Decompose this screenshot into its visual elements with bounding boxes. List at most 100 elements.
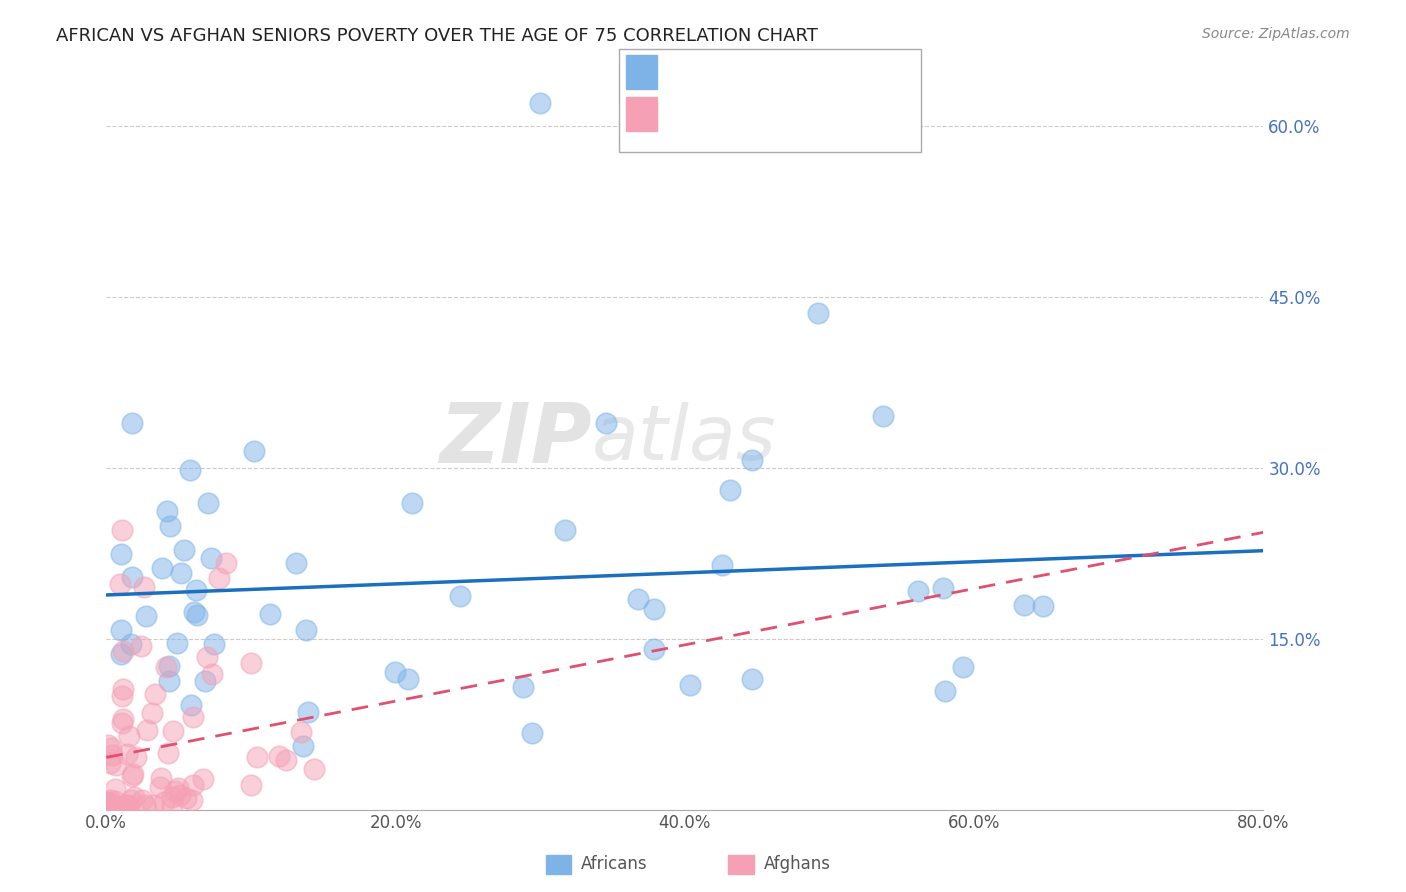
Point xyxy=(110,647,132,661)
Point xyxy=(110,576,132,591)
Point xyxy=(193,772,215,786)
Point xyxy=(180,698,202,712)
Point xyxy=(149,780,172,794)
Text: Afghans: Afghans xyxy=(763,855,831,873)
Point xyxy=(449,589,471,603)
Point xyxy=(122,790,145,805)
Text: ZIP: ZIP xyxy=(440,399,592,480)
Point xyxy=(520,726,543,740)
Point xyxy=(111,644,134,658)
Point xyxy=(114,798,136,813)
Point xyxy=(149,771,172,785)
Point xyxy=(160,798,183,813)
Point xyxy=(96,798,118,813)
Point xyxy=(1012,598,1035,612)
Point xyxy=(186,583,208,598)
Point xyxy=(554,523,576,537)
Point xyxy=(627,592,650,607)
Point xyxy=(160,790,183,805)
Point xyxy=(181,778,204,792)
Point xyxy=(111,682,134,697)
Point xyxy=(1032,599,1054,613)
Point xyxy=(201,666,224,681)
Point xyxy=(180,793,202,807)
Point xyxy=(104,794,127,808)
Point xyxy=(710,558,733,573)
Point xyxy=(136,723,159,738)
Point xyxy=(741,453,763,467)
Point xyxy=(194,673,217,688)
Point xyxy=(242,444,264,458)
Point xyxy=(120,637,142,651)
Point xyxy=(156,504,179,518)
Point xyxy=(141,706,163,721)
Point xyxy=(186,607,208,622)
Point xyxy=(110,547,132,561)
Point xyxy=(718,483,741,498)
Point xyxy=(934,684,956,698)
Point xyxy=(167,780,190,795)
Point xyxy=(159,519,181,533)
Point xyxy=(166,636,188,650)
Point xyxy=(129,639,152,653)
Point xyxy=(285,556,308,570)
Point xyxy=(142,797,165,812)
Point xyxy=(246,749,269,764)
Point xyxy=(195,650,218,665)
Point xyxy=(267,748,290,763)
Point xyxy=(907,584,929,599)
Point xyxy=(174,791,197,805)
Point xyxy=(143,687,166,701)
Point xyxy=(134,798,156,813)
Text: atlas: atlas xyxy=(592,402,776,476)
Text: R =  0.159   N = 67: R = 0.159 N = 67 xyxy=(668,105,844,123)
Point xyxy=(98,803,121,817)
Point xyxy=(111,715,134,730)
Point xyxy=(183,605,205,619)
Point xyxy=(101,747,124,762)
Point xyxy=(97,795,120,809)
Point xyxy=(152,795,174,809)
Point xyxy=(135,608,157,623)
Text: AFRICAN VS AFGHAN SENIORS POVERTY OVER THE AGE OF 75 CORRELATION CHART: AFRICAN VS AFGHAN SENIORS POVERTY OVER T… xyxy=(56,27,818,45)
Point xyxy=(932,581,955,595)
Point xyxy=(121,416,143,430)
Point xyxy=(807,306,830,320)
Point xyxy=(111,690,134,704)
Point xyxy=(131,792,153,806)
Point xyxy=(292,739,315,753)
Point xyxy=(215,556,238,570)
Point xyxy=(163,783,186,797)
Point xyxy=(595,416,617,430)
Point xyxy=(294,623,316,637)
Point xyxy=(122,766,145,780)
Point xyxy=(208,571,231,585)
Point xyxy=(104,758,127,772)
Point xyxy=(181,710,204,724)
Point xyxy=(125,750,148,764)
Point xyxy=(150,561,173,575)
Point xyxy=(169,788,191,802)
Point xyxy=(100,800,122,814)
Point xyxy=(115,747,138,762)
Point xyxy=(112,801,135,815)
Point xyxy=(157,659,180,673)
Point xyxy=(112,712,135,726)
Point xyxy=(179,463,201,477)
Point xyxy=(240,778,263,792)
Point xyxy=(643,602,665,616)
Point xyxy=(297,706,319,720)
Point xyxy=(173,542,195,557)
Point xyxy=(401,496,423,510)
Point xyxy=(952,660,974,674)
Point xyxy=(100,740,122,755)
Point xyxy=(104,782,127,797)
Point xyxy=(512,680,534,694)
Point xyxy=(259,607,281,621)
Text: Source: ZipAtlas.com: Source: ZipAtlas.com xyxy=(1202,27,1350,41)
Point xyxy=(107,800,129,814)
Point xyxy=(97,738,120,752)
Point xyxy=(98,756,121,771)
Point xyxy=(872,409,894,423)
Point xyxy=(529,95,551,110)
